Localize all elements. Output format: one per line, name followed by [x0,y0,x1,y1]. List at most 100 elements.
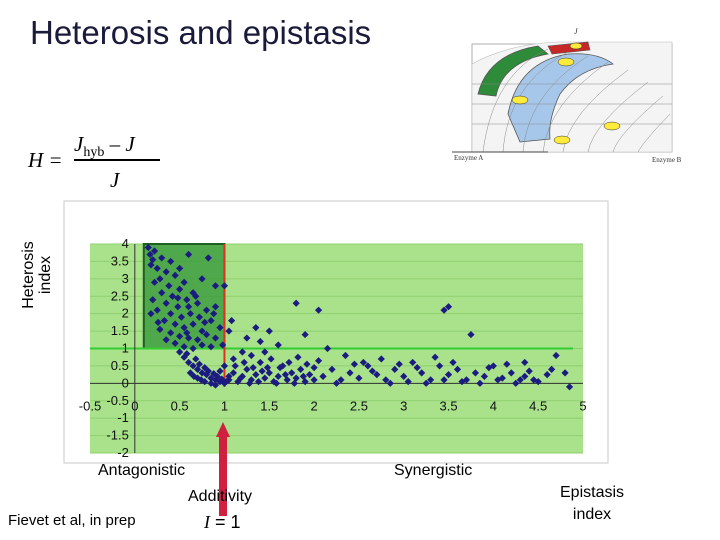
data-point [193,365,202,373]
data-point [229,369,238,377]
data-point [219,341,227,349]
x-tick-labels: -0.5 0 0.5 1 1.5 2 2.5 3 3.5 4 4.5 5 [79,398,587,413]
data-point [292,299,300,307]
x-tick-label: 2 [310,398,317,413]
formula-sub-hyb: hyb [83,145,105,161]
data-point [480,372,488,380]
data-point [149,256,157,264]
data-point [211,381,220,389]
data-point [207,317,215,325]
data-point [413,364,421,372]
data-point [240,358,248,367]
x-tick-label: 0.5 [171,398,189,413]
data-point [276,364,284,372]
data-point [183,350,191,358]
data-point [147,310,155,318]
data-point [165,282,173,290]
data-point [476,379,484,387]
data-point [216,324,224,332]
data-point [364,362,372,370]
x-tick-label: 3 [400,398,407,413]
i-equals-value: = 1 [215,512,241,532]
data-point [238,348,246,356]
data-point [294,353,302,361]
data-point [207,343,215,351]
data-point [422,379,430,387]
data-point [198,369,206,377]
data-point [261,374,269,382]
data-point [252,324,260,332]
data-point [256,358,264,367]
data-point [193,299,202,307]
data-point [220,282,229,290]
data-point [210,310,218,318]
data-point [297,365,305,373]
data-point [368,367,376,375]
data-point [198,341,206,349]
y-tick-label: 2 [122,306,129,321]
data-point [158,289,166,297]
data-point [174,303,182,311]
data-point [180,343,188,351]
data-point [162,268,170,276]
data-point [185,358,193,367]
y-tick-label: -1.5 [106,428,128,443]
data-point [202,306,211,314]
x-axis-label: Epistasis index [560,482,624,526]
data-point [236,374,245,382]
data-point [290,379,298,387]
formula-lhs: H = [28,148,63,172]
data-point [258,367,266,375]
data-point [243,334,251,342]
data-point [359,358,367,367]
data-point [180,324,188,332]
data-point [516,376,524,384]
data-point [144,243,152,252]
data-point [153,264,161,272]
data-point [160,317,168,325]
data-point [534,377,542,386]
x-tick-label: 2.5 [350,398,368,413]
y-tick-label: 1.5 [111,323,129,338]
data-point [177,313,186,321]
y-tick-label: 0 [122,375,129,390]
data-point [225,327,233,335]
data-point [180,278,188,286]
data-point [314,357,323,365]
data-point [243,365,251,373]
data-point [189,362,197,370]
data-point [323,344,332,353]
data-point [310,364,318,372]
data-point [211,334,220,342]
y-tick-label: 2.5 [111,288,129,303]
data-point [185,250,193,259]
data-point [409,358,417,367]
data-point [267,355,275,363]
y-tick-label: -1 [117,410,129,425]
data-point [231,362,239,370]
data-point [332,379,341,387]
y-tick-label: 1 [122,341,129,356]
data-point [494,376,502,384]
additivity-label: Additivity [188,488,253,505]
data-point [167,257,175,266]
formula-j-hyb: J [74,132,84,156]
data-point [190,372,198,380]
data-point [521,372,529,380]
data-point [154,318,162,326]
data-point [153,306,161,314]
data-point [431,353,439,361]
formula-minus-j: – J [104,132,135,156]
data-point [254,377,263,386]
data-point [150,247,159,255]
data-point [306,371,314,379]
data-point [395,360,403,368]
data-points [144,243,574,391]
data-point [341,351,350,360]
data-point [202,330,211,339]
x-tick-label: -0.5 [79,398,101,413]
formula-numerator: Jhyb – J [74,132,135,161]
data-point [303,360,311,368]
data-point [167,329,175,337]
